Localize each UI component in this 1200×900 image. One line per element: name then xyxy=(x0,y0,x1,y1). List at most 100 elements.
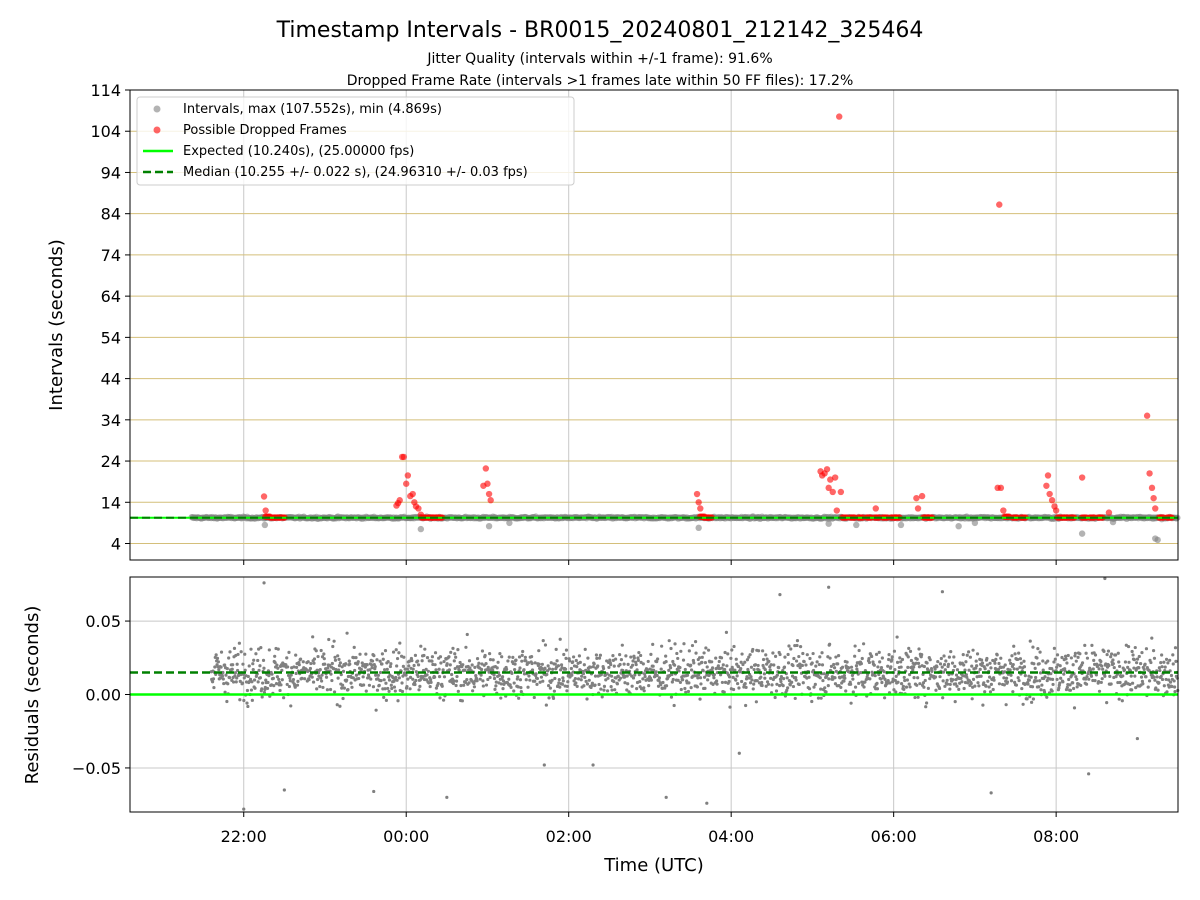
residual-point xyxy=(966,681,970,685)
residual-point xyxy=(500,655,504,659)
residual-point xyxy=(1037,662,1041,666)
residual-point xyxy=(992,678,996,682)
residual-point xyxy=(1011,690,1015,694)
residual-point xyxy=(369,677,373,681)
residual-point xyxy=(855,667,859,671)
residual-point xyxy=(752,667,756,672)
residual-point xyxy=(249,647,253,651)
residual-point xyxy=(327,637,331,642)
residual-point xyxy=(373,665,377,669)
residual-point xyxy=(1012,644,1016,648)
residual-point xyxy=(667,668,671,672)
residual-point xyxy=(410,659,414,663)
residual-point xyxy=(524,678,528,682)
residual-point xyxy=(1004,703,1008,707)
residual-point xyxy=(643,674,647,679)
y-tick-label: 84 xyxy=(101,205,121,224)
residual-point xyxy=(987,685,991,689)
residual-point xyxy=(934,688,938,692)
residual-point xyxy=(411,667,415,671)
residual-point xyxy=(872,663,876,667)
residual-point xyxy=(955,668,960,672)
residual-point xyxy=(456,648,460,652)
residual-point xyxy=(847,666,851,670)
residual-point xyxy=(997,661,1001,666)
residual-point xyxy=(309,661,313,666)
residual-point xyxy=(541,679,545,683)
residual-point xyxy=(888,681,892,685)
residual-point xyxy=(1022,659,1026,663)
residual-point xyxy=(812,685,816,689)
residual-point xyxy=(607,665,611,670)
residual-point xyxy=(222,681,226,686)
residual-point xyxy=(564,656,568,660)
residual-point xyxy=(1051,677,1055,681)
residual-point xyxy=(967,668,971,672)
residual-point xyxy=(583,647,587,651)
residual-point xyxy=(522,668,526,672)
residual-point xyxy=(921,681,926,685)
residual-point xyxy=(757,668,761,672)
residual-point xyxy=(891,680,895,684)
residual-point xyxy=(404,673,408,677)
residual-point xyxy=(429,678,433,682)
residual-point xyxy=(1073,651,1077,655)
residual-point xyxy=(293,685,297,689)
residual-point xyxy=(978,667,982,671)
residual-point xyxy=(649,678,653,682)
residual-point xyxy=(672,663,677,667)
residual-point xyxy=(970,697,974,701)
residual-point xyxy=(460,699,464,703)
residual-point xyxy=(479,667,484,672)
residual-point xyxy=(778,652,782,657)
residual-point xyxy=(223,663,227,667)
residual-point xyxy=(1158,668,1162,673)
residual-point xyxy=(610,688,614,692)
residual-point xyxy=(403,667,407,671)
residual-point xyxy=(989,666,993,670)
residual-point xyxy=(933,667,937,671)
residual-outlier-point xyxy=(1103,576,1107,581)
residual-point xyxy=(411,677,415,681)
residual-point xyxy=(754,700,758,704)
residual-point xyxy=(1139,675,1144,679)
residual-point xyxy=(1159,674,1163,679)
residual-point xyxy=(983,690,987,694)
residual-point xyxy=(633,673,637,677)
residual-point xyxy=(572,655,576,659)
residual-point xyxy=(558,637,562,641)
residual-point xyxy=(728,705,732,709)
residual-point xyxy=(895,660,900,664)
residual-point xyxy=(1075,677,1079,681)
residual-point xyxy=(1137,666,1141,670)
residual-point xyxy=(944,659,948,663)
residual-point xyxy=(389,662,393,666)
residual-point xyxy=(384,698,388,703)
residual-point xyxy=(512,681,516,685)
residual-point xyxy=(456,689,460,693)
residual-point xyxy=(689,686,693,690)
residual-point xyxy=(276,666,280,670)
residual-point xyxy=(981,703,985,707)
residual-outlier-point xyxy=(705,801,709,805)
y-tick-label: 104 xyxy=(90,122,121,141)
residual-point xyxy=(430,659,434,663)
residual-point xyxy=(605,689,610,693)
residual-point xyxy=(794,659,799,663)
residual-point xyxy=(873,674,877,678)
residual-point xyxy=(461,663,465,667)
residual-point xyxy=(1058,664,1062,668)
residual-point xyxy=(596,664,600,668)
residual-point xyxy=(1165,690,1169,694)
residual-point xyxy=(388,664,393,669)
residual-point xyxy=(753,663,758,667)
residual-point xyxy=(722,690,726,694)
residual-point xyxy=(1031,697,1035,701)
residual-point xyxy=(565,684,569,688)
residual-point xyxy=(853,654,857,658)
residual-point xyxy=(1096,663,1100,668)
residual-point xyxy=(220,674,225,678)
residual-point xyxy=(387,689,391,693)
residual-point xyxy=(1052,646,1056,650)
